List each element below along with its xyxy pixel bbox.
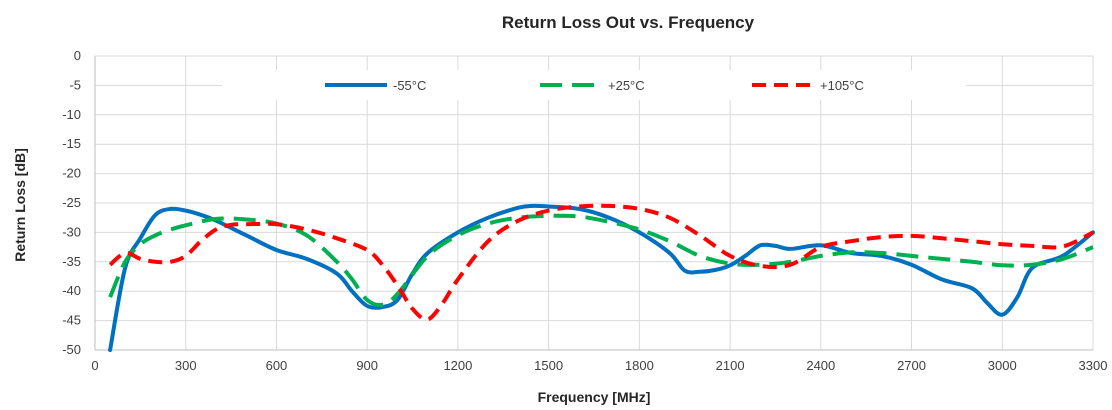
y-tick-label: -35 bbox=[62, 254, 81, 269]
x-tick-label: 3000 bbox=[988, 358, 1017, 373]
grid-lines bbox=[95, 55, 1094, 350]
series-line bbox=[108, 203, 1095, 352]
x-tick-label: 600 bbox=[266, 358, 288, 373]
x-tick-label: 2400 bbox=[806, 358, 835, 373]
x-axis-title: Frequency [MHz] bbox=[538, 389, 651, 405]
series-line bbox=[108, 213, 1094, 307]
chart-title: Return Loss Out vs. Frequency bbox=[502, 13, 755, 32]
x-tick-label: 900 bbox=[356, 358, 378, 373]
y-tick-label: -15 bbox=[62, 136, 81, 151]
x-tick-label: 1800 bbox=[625, 358, 654, 373]
y-tick-label: -40 bbox=[62, 283, 81, 298]
data-series bbox=[108, 203, 1095, 352]
x-tick-label: 1500 bbox=[534, 358, 563, 373]
x-tick-label: 2700 bbox=[897, 358, 926, 373]
y-tick-label: -10 bbox=[62, 107, 81, 122]
x-tick-label: 3300 bbox=[1079, 358, 1108, 373]
legend: -55°C +25°C +105°C bbox=[325, 78, 864, 93]
axes: 0 -5 -10 -15 -20 -25 -30 -35 -40 -45 -50 0 300 600 900… bbox=[62, 48, 1107, 373]
x-tick-label: 2100 bbox=[716, 358, 745, 373]
y-tick-label: -30 bbox=[62, 224, 81, 239]
series-line bbox=[108, 203, 1094, 322]
y-axis-title: Return Loss [dB] bbox=[12, 148, 28, 262]
legend-label: -55°C bbox=[393, 78, 426, 93]
legend-label: +105°C bbox=[820, 78, 864, 93]
legend-label: +25°C bbox=[608, 78, 645, 93]
y-tick-label: -5 bbox=[69, 77, 81, 92]
x-tick-label: 1200 bbox=[443, 358, 472, 373]
y-tick-label: -20 bbox=[62, 166, 81, 181]
y-tick-label: 0 bbox=[74, 48, 81, 63]
x-tick-label: 300 bbox=[175, 358, 197, 373]
x-tick-label: 0 bbox=[91, 358, 98, 373]
y-tick-label: -50 bbox=[62, 342, 81, 357]
y-tick-label: -45 bbox=[62, 313, 81, 328]
y-tick-label: -25 bbox=[62, 195, 81, 210]
